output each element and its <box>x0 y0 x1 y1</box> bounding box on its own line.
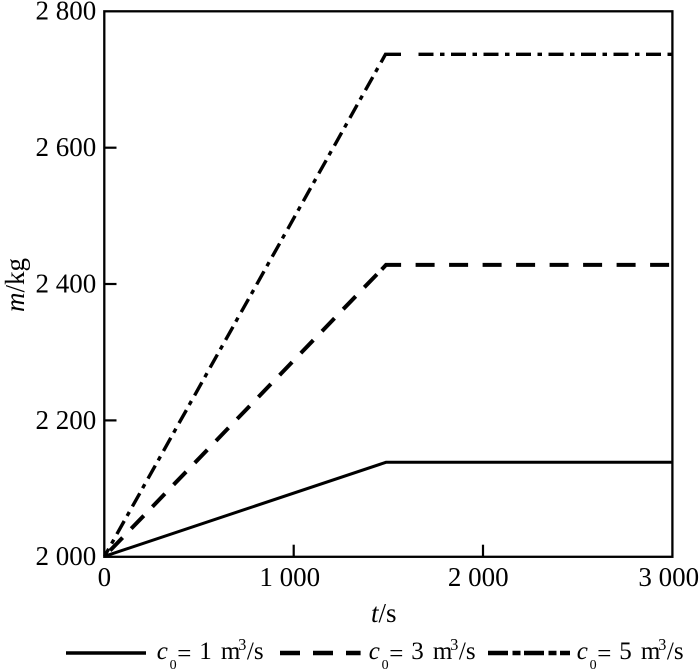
svg-text:=: = <box>177 640 191 667</box>
svg-text:0: 0 <box>98 562 112 592</box>
svg-text:2 000: 2 000 <box>448 562 509 592</box>
svg-text:m/kg: m/kg <box>0 258 30 312</box>
svg-text:/s: /s <box>667 638 684 665</box>
svg-text:2 600: 2 600 <box>35 132 96 162</box>
svg-text:/s: /s <box>247 638 264 665</box>
svg-text:t/s: t/s <box>371 598 397 628</box>
svg-text:m: m <box>641 638 661 665</box>
svg-text:2 800: 2 800 <box>35 0 96 26</box>
svg-text:3: 3 <box>658 635 666 654</box>
svg-text:/s: /s <box>459 638 476 665</box>
svg-text:=: = <box>597 640 611 667</box>
svg-text:c: c <box>157 638 168 665</box>
svg-text:0: 0 <box>170 658 177 669</box>
svg-text:c: c <box>577 638 588 665</box>
svg-text:2 000: 2 000 <box>35 541 96 571</box>
svg-text:1: 1 <box>199 638 212 665</box>
svg-text:0: 0 <box>590 658 597 669</box>
svg-text:3: 3 <box>238 635 246 654</box>
svg-text:0: 0 <box>382 658 389 669</box>
svg-text:m: m <box>433 638 453 665</box>
svg-text:1 000: 1 000 <box>259 562 320 592</box>
svg-text:m: m <box>221 638 241 665</box>
svg-text:3: 3 <box>450 635 458 654</box>
svg-text:5: 5 <box>619 638 632 665</box>
svg-text:2 200: 2 200 <box>35 405 96 435</box>
svg-text:3: 3 <box>411 638 424 665</box>
svg-text:3 000: 3 000 <box>638 562 699 592</box>
svg-text:2 400: 2 400 <box>35 268 96 298</box>
svg-text:c: c <box>369 638 380 665</box>
svg-text:=: = <box>389 640 403 667</box>
